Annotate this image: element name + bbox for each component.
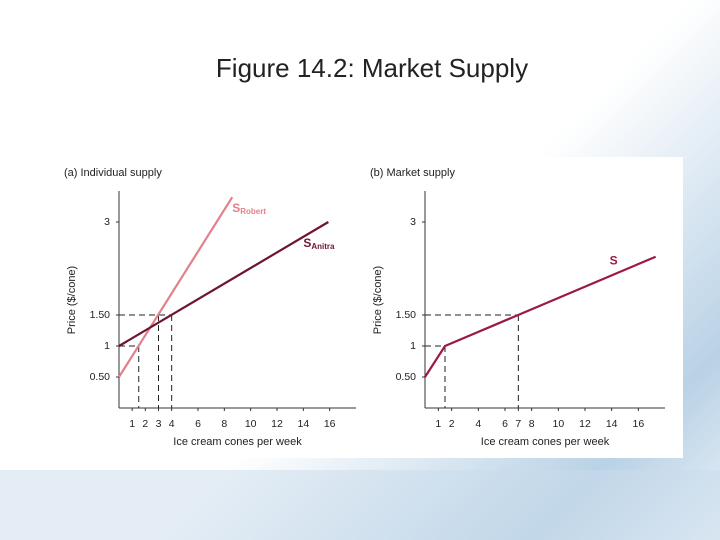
x-tick-label: 16 <box>632 418 644 430</box>
series-label: SAnitra <box>303 236 335 251</box>
x-tick-label: 8 <box>529 418 535 430</box>
y-tick-label: 0.50 <box>90 371 111 383</box>
x-tick-label: 6 <box>195 418 201 430</box>
series-name: S <box>232 201 240 215</box>
x-tick-label: 3 <box>156 418 162 430</box>
y-tick-label: 1 <box>410 340 416 352</box>
y-tick-label: 3 <box>410 216 416 228</box>
x-tick-label: 8 <box>221 418 227 430</box>
x-tick-label: 12 <box>271 418 283 430</box>
x-tick-label: 16 <box>324 418 336 430</box>
x-tick-label: 10 <box>245 418 257 430</box>
supply-line <box>118 196 234 378</box>
x-tick-label: 7 <box>515 418 521 430</box>
chart-title: (b) Market supply <box>370 167 455 179</box>
y-tick-label: 1 <box>104 340 110 352</box>
decor <box>0 470 720 540</box>
y-axis-label: Price ($/cone) <box>372 266 384 334</box>
y-tick-label: 1.50 <box>396 309 417 321</box>
x-tick-label: 10 <box>552 418 564 430</box>
x-tick-label: 1 <box>435 418 441 430</box>
x-axis-label: Ice cream cones per week <box>173 436 302 448</box>
x-tick-label: 4 <box>169 418 175 430</box>
y-tick-label: 0.50 <box>396 371 417 383</box>
figure-panel <box>55 157 683 458</box>
x-tick-label: 1 <box>129 418 135 430</box>
supply-line <box>424 255 657 378</box>
y-tick-label: 3 <box>104 216 110 228</box>
x-tick-label: 2 <box>142 418 148 430</box>
x-tick-label: 4 <box>475 418 481 430</box>
x-tick-label: 6 <box>502 418 508 430</box>
supply-line <box>118 221 329 347</box>
slide-title: Figure 14.2: Market Supply <box>216 53 528 83</box>
x-tick-label: 2 <box>449 418 455 430</box>
series-label: SRobert <box>232 201 266 216</box>
series-name: S <box>610 254 618 268</box>
x-tick-label: 12 <box>579 418 591 430</box>
x-tick-label: 14 <box>606 418 618 430</box>
series-subscript: Robert <box>240 207 266 216</box>
series-label: S <box>610 254 618 268</box>
y-tick-label: 1.50 <box>90 309 111 321</box>
x-tick-label: 14 <box>297 418 309 430</box>
series-subscript: Anitra <box>311 242 335 251</box>
x-axis-label: Ice cream cones per week <box>481 436 610 448</box>
chart-title: (a) Individual supply <box>64 167 162 179</box>
series-name: S <box>303 236 311 250</box>
y-axis-label: Price ($/cone) <box>66 266 78 334</box>
